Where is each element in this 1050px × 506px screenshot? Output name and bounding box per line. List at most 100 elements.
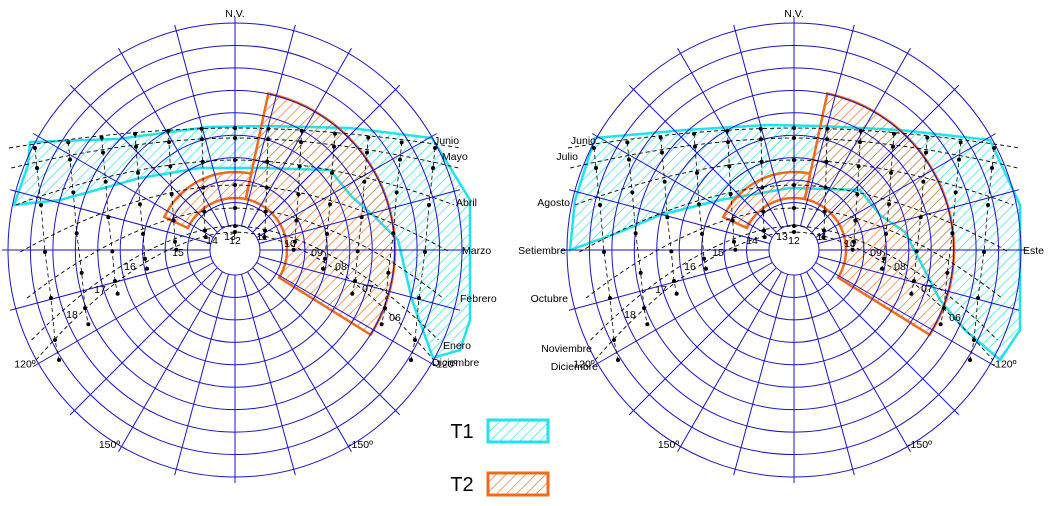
azimuth-tick xyxy=(1013,308,1020,311)
hour-marker xyxy=(167,140,171,145)
hour-marker xyxy=(291,247,296,252)
azimuth-tick xyxy=(69,410,75,416)
hour-marker xyxy=(173,239,177,244)
hour-marker xyxy=(732,239,736,244)
hour-marker xyxy=(990,166,994,170)
hour-label: 07 xyxy=(921,283,933,295)
hour-marker xyxy=(726,140,730,145)
hour-marker xyxy=(233,183,237,187)
hour-label: 13 xyxy=(776,231,788,243)
hour-marker xyxy=(858,140,862,145)
azimuth-tick xyxy=(348,47,352,54)
azimuth-line xyxy=(811,267,955,411)
azimuth-label: 120º xyxy=(14,359,36,371)
hour-label: 10 xyxy=(284,238,296,250)
azimuth-line xyxy=(811,89,955,233)
hour-marker xyxy=(972,338,976,342)
hour-marker xyxy=(730,218,735,223)
azimuth-line xyxy=(597,136,773,238)
hour-line xyxy=(910,137,928,294)
azimuth-tick xyxy=(990,133,997,137)
azimuth-tick xyxy=(591,363,598,367)
hour-marker xyxy=(702,256,706,261)
azimuth-line xyxy=(633,267,777,411)
hour-line xyxy=(881,133,895,269)
azimuth-tick xyxy=(907,47,911,54)
hour-label: 15 xyxy=(712,247,724,259)
hour-line xyxy=(660,137,678,294)
hour-marker xyxy=(792,158,796,162)
azimuth-tick xyxy=(677,47,681,54)
north-label: N.V. xyxy=(225,8,244,20)
hour-label: 15 xyxy=(172,247,184,259)
azimuth-tick xyxy=(733,24,736,31)
hour-marker xyxy=(233,126,237,130)
hour-line xyxy=(852,130,862,250)
hour-label: 09 xyxy=(870,247,882,259)
hour-marker xyxy=(199,126,204,131)
month-label: Octubre xyxy=(531,293,569,305)
azimuth-line xyxy=(252,89,396,233)
hour-label: 14 xyxy=(206,235,218,247)
hour-label: 14 xyxy=(746,235,758,247)
hour-label: 16 xyxy=(124,261,136,273)
hour-marker xyxy=(882,256,886,261)
hour-marker xyxy=(889,170,893,175)
azimuth-tick xyxy=(348,446,352,453)
azimuth-tick xyxy=(118,47,122,54)
azimuth-tick xyxy=(118,446,122,453)
hour-line xyxy=(381,142,403,325)
hour-line xyxy=(134,133,148,269)
east-label: Este xyxy=(1023,245,1044,257)
azimuth-line xyxy=(633,89,777,233)
hour-marker xyxy=(265,159,270,164)
azimuth-tick xyxy=(395,84,401,90)
hour-marker xyxy=(602,250,606,254)
month-label: Enero xyxy=(443,340,471,352)
hour-marker xyxy=(982,250,986,254)
hour-marker xyxy=(332,144,336,149)
legend: T1 T2 xyxy=(450,418,550,497)
azimuth-label: 150º xyxy=(658,439,680,451)
azimuth-tick xyxy=(733,469,736,476)
hour-marker xyxy=(858,128,863,133)
azimuth-label: -120º xyxy=(433,359,458,371)
legend-swatch-t1 xyxy=(486,418,550,444)
hour-marker xyxy=(792,206,796,210)
azimuth-tick xyxy=(628,84,634,90)
hour-line xyxy=(263,128,269,238)
hour-marker xyxy=(725,128,730,133)
hour-marker xyxy=(323,256,327,261)
month-label: Junio xyxy=(434,135,459,147)
hour-label: 17 xyxy=(94,284,106,296)
azimuth-line xyxy=(597,262,773,364)
hour-marker xyxy=(792,126,796,130)
azimuth-line xyxy=(818,190,1014,245)
hour-label: 18 xyxy=(624,309,636,321)
azimuth-tick xyxy=(852,24,855,31)
hour-marker xyxy=(413,338,417,342)
azimuth-tick xyxy=(677,446,681,453)
sun-path-curve xyxy=(594,231,994,361)
azimuth-tick xyxy=(591,133,598,137)
azimuth-tick xyxy=(32,363,39,367)
hour-label: 12 xyxy=(788,235,800,247)
hour-marker xyxy=(642,306,646,311)
azimuth-tick xyxy=(990,363,997,367)
azimuth-line xyxy=(259,190,455,245)
hour-marker xyxy=(136,170,140,175)
t2-zone-core xyxy=(721,170,812,230)
azimuth-tick xyxy=(1013,189,1020,192)
azimuth-tick xyxy=(954,410,960,416)
hour-marker xyxy=(792,224,796,228)
hour-line xyxy=(693,133,707,269)
azimuth-line xyxy=(74,267,218,411)
hour-marker xyxy=(792,230,796,234)
hour-marker xyxy=(824,159,829,164)
azimuth-line xyxy=(38,262,214,364)
month-label: Setiembre xyxy=(518,245,566,257)
azimuth-line xyxy=(15,255,211,310)
azimuth-tick xyxy=(907,446,911,453)
month-label: Agosto xyxy=(537,197,570,209)
